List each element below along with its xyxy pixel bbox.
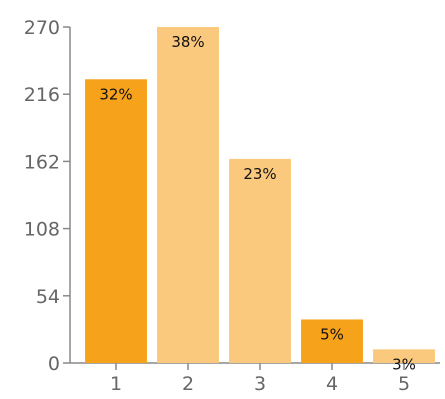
bar-5 <box>373 349 435 363</box>
data-label: 5% <box>320 325 344 343</box>
y-tick-label: 162 <box>24 151 60 173</box>
y-tick-label: 216 <box>24 84 60 106</box>
data-label: 23% <box>243 165 276 183</box>
x-tick-label: 2 <box>182 373 194 395</box>
y-tick-label: 270 <box>24 17 60 39</box>
bar-4 <box>301 319 363 363</box>
data-label: 3% <box>392 355 416 373</box>
bar-2 <box>157 27 219 363</box>
bars <box>85 27 435 364</box>
bar-3 <box>229 158 291 363</box>
data-label: 38% <box>171 33 204 51</box>
x-tick-label: 5 <box>398 373 410 395</box>
x-axis: 1 2 3 4 5 <box>70 362 440 395</box>
y-axis: 0 54 108 162 216 270 <box>24 17 71 375</box>
x-tick-label: 4 <box>326 373 338 395</box>
x-tick-label: 3 <box>254 373 266 395</box>
x-tick-label: 1 <box>110 373 122 395</box>
bar-1 <box>85 79 147 364</box>
y-tick-label: 0 <box>48 353 60 375</box>
y-tick-label: 54 <box>36 286 60 308</box>
y-tick-label: 108 <box>24 219 60 241</box>
data-label: 32% <box>99 85 132 103</box>
data-labels: 32% 38% 23% 5% 3% <box>99 33 416 373</box>
